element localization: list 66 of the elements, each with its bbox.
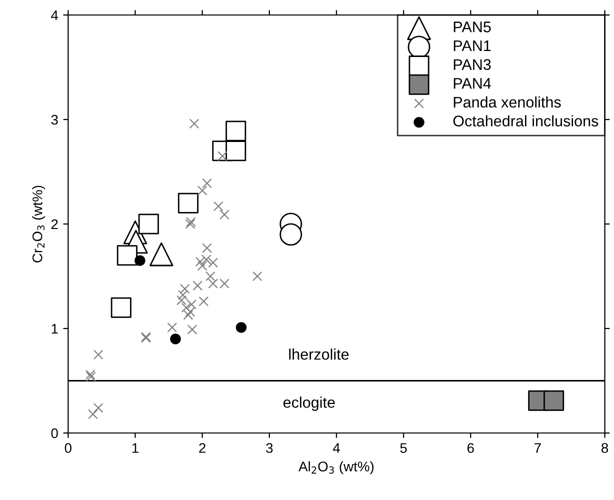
point: [195, 256, 206, 267]
point: [213, 201, 224, 212]
point: [226, 140, 246, 162]
x-tick-label: 6: [467, 443, 474, 453]
point: [252, 271, 262, 282]
point: [86, 372, 96, 382]
point: [544, 390, 564, 411]
point: [178, 290, 188, 300]
x-tick-label: 4: [332, 443, 340, 453]
point: [88, 409, 98, 420]
point: [180, 284, 190, 294]
legend-label: PAN3: [454, 59, 491, 70]
x-tick-label: 8: [602, 443, 608, 453]
point: [201, 254, 212, 264]
y-axis-title: Cr$_{2}$O$_{3}$ (wt%): [32, 186, 46, 262]
point: [181, 302, 192, 313]
legend-label: Octahedral inclusions: [453, 115, 598, 126]
point: [185, 306, 196, 317]
point: [208, 258, 218, 268]
annotation: lherzolite: [289, 348, 349, 360]
x-tick-label: 0: [64, 443, 72, 453]
point: [197, 186, 208, 196]
y-tick-label: 0: [51, 428, 58, 438]
x-tick-label: 7: [534, 443, 541, 453]
x-axis-title: Al$_{2}$O$_{3}$ (wt%): [298, 461, 374, 474]
x-tick-label: 3: [266, 443, 273, 453]
point: [186, 216, 196, 227]
point: [220, 210, 230, 220]
point: [93, 402, 104, 413]
point: [202, 178, 212, 188]
point: [138, 214, 159, 234]
point: [202, 243, 212, 253]
point: [192, 280, 203, 291]
point: [93, 350, 104, 360]
x-tick-label: 5: [400, 443, 407, 453]
point: [187, 324, 198, 334]
y-tick-label: 2: [51, 219, 58, 230]
point: [185, 219, 196, 229]
point: [186, 300, 197, 310]
point: [178, 192, 198, 214]
legend-label: Panda xenoliths: [454, 96, 561, 108]
point: [167, 322, 178, 332]
x-tick-label: 2: [199, 443, 206, 453]
point: [236, 322, 247, 333]
y-tick-label: 1: [52, 324, 58, 334]
point: [85, 370, 96, 380]
point: [189, 118, 200, 129]
point: [198, 296, 209, 306]
annotation: eclogite: [283, 396, 335, 411]
legend-label: PAN5: [454, 22, 491, 32]
point: [150, 242, 174, 266]
point: [110, 297, 132, 318]
legend-label: PAN4: [454, 78, 491, 89]
point: [226, 120, 246, 142]
point: [134, 255, 146, 266]
point: [205, 271, 216, 282]
point: [116, 245, 138, 266]
legend-label: PAN1: [454, 40, 491, 52]
point: [197, 260, 208, 271]
point: [176, 295, 186, 306]
x-tick-label: 1: [132, 443, 138, 453]
point: [280, 223, 302, 246]
y-tick-label: 4: [51, 10, 58, 20]
y-tick-label: 3: [51, 114, 58, 125]
point: [183, 310, 194, 320]
point: [170, 334, 181, 344]
